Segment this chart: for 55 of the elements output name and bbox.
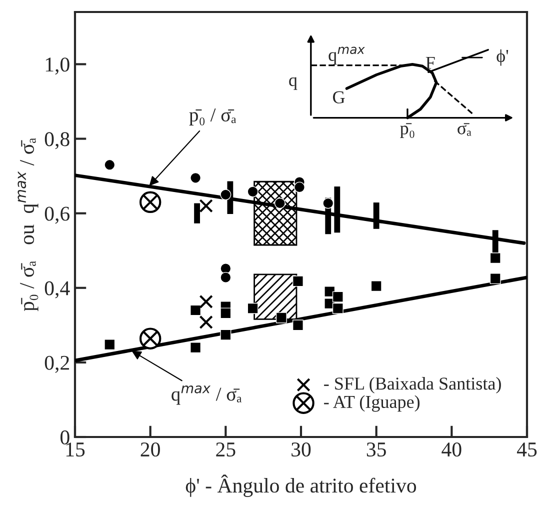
- annotation: G: [333, 91, 345, 104]
- point: [220, 329, 232, 340]
- point: [190, 172, 202, 184]
- point: [220, 189, 232, 200]
- x-tick-label: 35: [366, 442, 386, 457]
- point: [139, 191, 162, 213]
- point: [199, 315, 213, 330]
- point: [220, 262, 232, 274]
- point: [220, 272, 232, 283]
- y-tick-label: 1,0: [46, 58, 70, 75]
- x-tick-label: 20: [140, 442, 160, 457]
- y-tick-label: 0,6: [44, 206, 70, 224]
- annotation: q$^{max}$ / σ̄ₐ: [172, 386, 242, 405]
- point: [292, 320, 304, 331]
- point: [199, 294, 213, 309]
- point: [104, 339, 116, 350]
- point: [490, 252, 501, 264]
- point: [139, 328, 162, 350]
- point: [370, 280, 382, 292]
- point: [190, 304, 202, 316]
- y-tick-label: 0,2: [44, 356, 69, 373]
- point: [276, 312, 287, 324]
- y-tick-label: 0,4: [44, 281, 70, 298]
- x-tick-label: 45: [516, 442, 537, 457]
- point: [322, 198, 334, 209]
- x-tick-label: 15: [66, 442, 85, 457]
- legend-label: - SFL (Baixada Santista): [324, 377, 501, 394]
- x-axis-title: ϕ' - Ângulo de atrito efetivo: [186, 474, 416, 497]
- y-tick-label: 0,8: [44, 132, 70, 150]
- x-tick-label: 30: [292, 442, 311, 457]
- annotation: q: [289, 77, 298, 90]
- point: [490, 273, 501, 284]
- annotation: σ̄ₐ: [458, 123, 472, 136]
- annotation: p̄₀ / σ̄ₐ: [189, 108, 236, 126]
- x-tick-label: 40: [442, 442, 462, 457]
- bar: [373, 202, 380, 229]
- annotation: F: [426, 56, 435, 69]
- point: [190, 342, 202, 354]
- annotation: ϕ': [496, 49, 508, 66]
- annotation: p̄₀: [400, 123, 414, 138]
- y-axis-title: p̄₀ / σ̄ₐ ou q$^{max}$ / σ̄ₐ: [18, 138, 38, 312]
- point: [220, 308, 232, 319]
- point: [247, 186, 258, 198]
- point: [332, 302, 344, 314]
- x-tick-label: 25: [216, 442, 236, 457]
- point: [294, 182, 305, 193]
- point: [292, 276, 304, 287]
- point: [199, 199, 213, 213]
- point: [274, 198, 286, 209]
- y-tick-label: 0: [60, 430, 70, 444]
- legend-label: - AT (Iguape): [324, 395, 420, 412]
- annotation: q$^{max}$: [328, 46, 365, 65]
- point: [247, 302, 258, 314]
- point: [332, 291, 344, 302]
- point: [104, 159, 116, 170]
